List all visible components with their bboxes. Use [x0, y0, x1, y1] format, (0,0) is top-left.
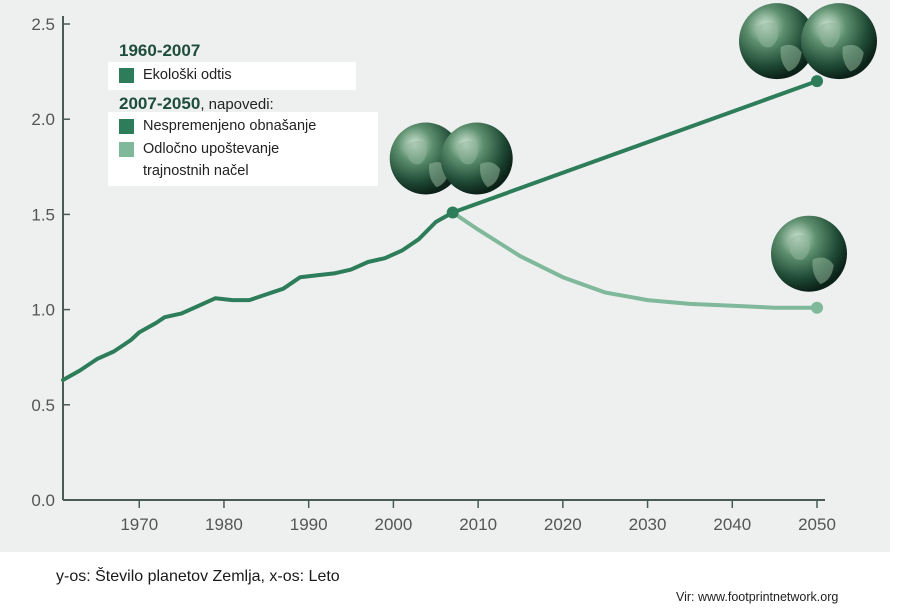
legend-label-sustainable: Odločno upoštevanje: [143, 141, 280, 157]
legend-history-period: 1960-2007: [119, 41, 201, 60]
x-tick-label: 2050: [798, 515, 836, 534]
data-point-marker: [811, 301, 823, 314]
y-tick-label: 2.0: [31, 110, 55, 129]
series-line-bau: [450, 79, 819, 215]
y-tick-label: 1.5: [31, 205, 55, 224]
legend-label-bau: Nespremenjeno obnašanje: [143, 118, 317, 134]
series-line-history: [61, 210, 455, 382]
x-tick-label: 2000: [374, 515, 412, 534]
globe-icon: [440, 122, 513, 195]
chart-background: [0, 0, 890, 552]
x-tick-label: 2040: [713, 515, 751, 534]
y-tick-label: 0.5: [31, 396, 55, 415]
x-tick-label: 1990: [290, 515, 328, 534]
y-tick-label: 0.0: [31, 491, 55, 510]
legend-forecast-suffix: , napovedi:: [200, 96, 274, 113]
legend-item-bau: Nespremenjeno obnašanje: [119, 118, 316, 134]
globe-icon: [389, 122, 462, 195]
legend-forecast-heading: 2007-2050, napovedi:: [119, 94, 274, 114]
legend-item-history: Ekološki odtis: [119, 67, 232, 83]
globe-icon: [739, 3, 815, 80]
legend-item-sustainable: Odločno upoštevanje: [119, 141, 279, 157]
legend-swatch-history: [119, 67, 134, 83]
globe-icon: [801, 3, 877, 80]
series-line-sustainable: [450, 210, 819, 310]
y-tick-label: 1.0: [31, 301, 55, 320]
legend-swatch-bau: [119, 118, 134, 134]
x-tick-label: 2030: [629, 515, 667, 534]
legend-label-history: Ekološki odtis: [143, 67, 232, 83]
axis-caption: y-os: Število planetov Zemlja, x-os: Let…: [56, 565, 486, 589]
data-point-marker: [446, 206, 459, 219]
data-point-marker: [811, 75, 823, 88]
x-tick-label: 2010: [459, 515, 497, 534]
legend-label-sustainable-cont: trajnostnih načel: [143, 163, 249, 179]
x-tick-label: 1980: [205, 515, 243, 534]
x-tick-label: 2020: [544, 515, 582, 534]
x-tick-label: 1970: [120, 515, 158, 534]
source-credit: Vir: www.footprintnetwork.org: [676, 590, 839, 604]
legend-history-box: [108, 62, 356, 90]
globe-icon: [771, 215, 847, 292]
legend-swatch-sustainable: [119, 141, 134, 157]
legend-forecast-period: 2007-2050: [119, 94, 201, 113]
legend-forecast-box: [108, 112, 378, 186]
y-tick-label: 2.5: [31, 15, 55, 34]
